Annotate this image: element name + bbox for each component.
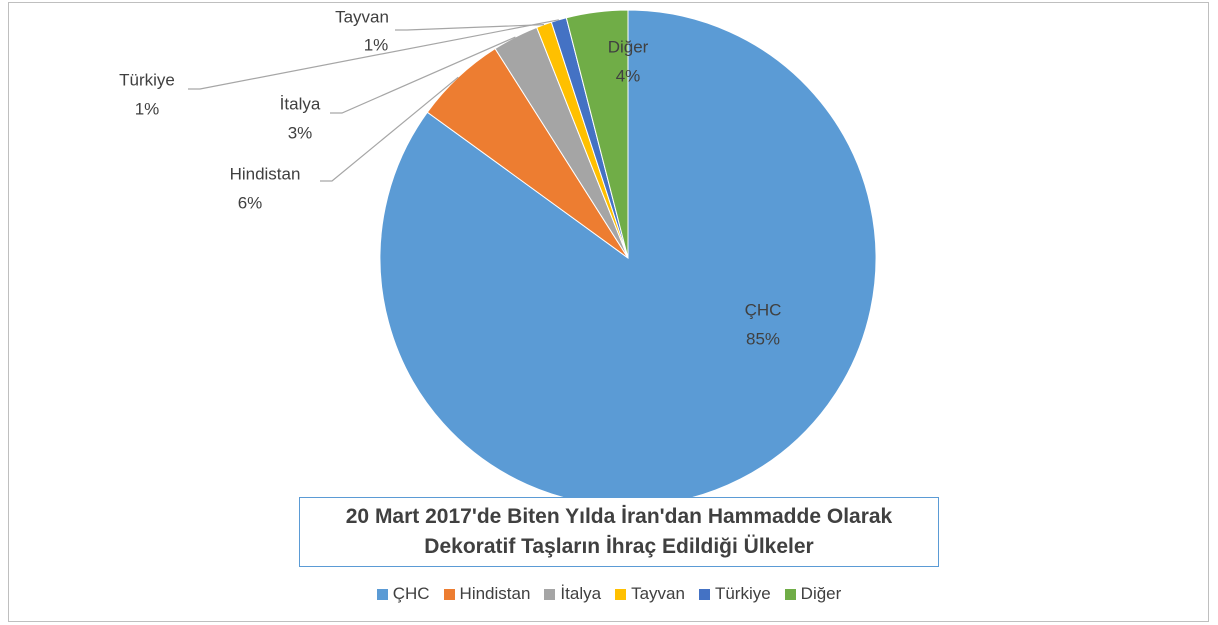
leader-line — [330, 36, 516, 114]
legend-label: Diğer — [800, 584, 842, 603]
legend-swatch — [443, 588, 455, 600]
data-label-value: 1% — [364, 35, 389, 54]
legend-swatch — [615, 588, 627, 600]
data-label-value: 6% — [238, 193, 263, 212]
legend-swatch — [376, 588, 388, 600]
legend-label: Türkiye — [714, 584, 771, 603]
data-label-value: 85% — [746, 329, 780, 348]
legend-swatch — [698, 588, 710, 600]
chart-title: 20 Mart 2017'de Biten Yılda İran'dan Ham… — [299, 497, 939, 567]
data-label-value: 4% — [616, 66, 641, 85]
legend-item: Tayvan — [615, 584, 685, 604]
data-label-name: ÇHC — [745, 300, 782, 319]
legend-label: Hindistan — [459, 584, 531, 603]
pie-slice — [565, 9, 629, 259]
legend-item: Türkiye — [698, 584, 771, 604]
legend-label: Tayvan — [631, 584, 685, 603]
data-label-name: Hindistan — [230, 164, 301, 183]
legend-item: Hindistan — [443, 584, 531, 604]
leader-line — [320, 76, 459, 182]
leader-line — [395, 24, 545, 31]
data-label-value: 3% — [288, 123, 313, 142]
legend: ÇHC Hindistan İtalya Tayvan Türkiye Diğer — [0, 584, 1218, 604]
data-label-name: Diğer — [608, 37, 649, 56]
data-label-value: 1% — [135, 99, 160, 118]
legend-item: Diğer — [784, 584, 842, 604]
legend-label: ÇHC — [392, 584, 430, 603]
legend-item: İtalya — [544, 584, 601, 604]
legend-swatch — [784, 588, 796, 600]
legend-item: ÇHC — [376, 584, 430, 604]
pie-slice — [379, 9, 877, 507]
leader-line — [188, 19, 559, 90]
legend-swatch — [544, 588, 556, 600]
legend-label: İtalya — [560, 584, 602, 603]
data-label-name: İtalya — [280, 94, 321, 113]
data-label-name: Türkiye — [119, 70, 175, 89]
data-label-name: Tayvan — [335, 7, 389, 26]
